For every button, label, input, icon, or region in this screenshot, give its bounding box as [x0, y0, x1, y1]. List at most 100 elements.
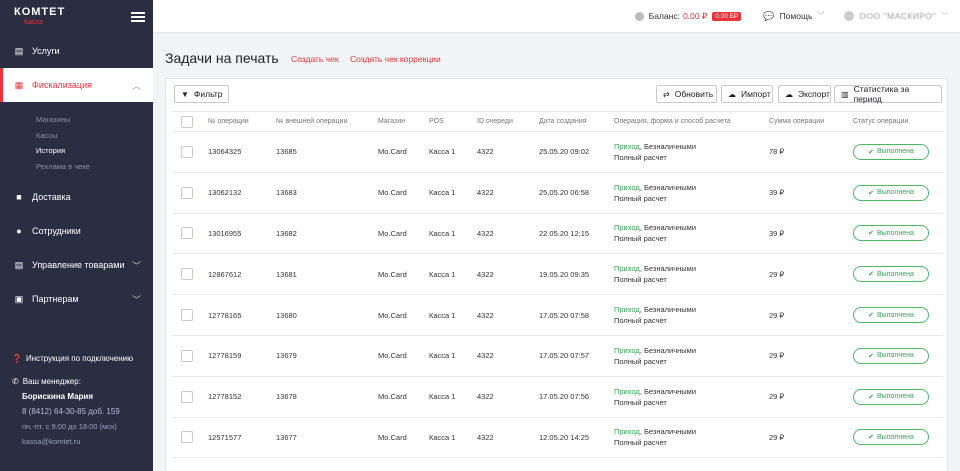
status-badge[interactable]: ✔ Выполнена [853, 388, 929, 405]
chevron-down-icon: ﹀ [817, 13, 825, 20]
stats-button[interactable]: ▥ Статистика за период [834, 84, 942, 104]
payment-method: Полный расчет [614, 438, 667, 448]
row-checkbox[interactable] [181, 309, 193, 322]
created-date: 25.05.20 06:58 [539, 172, 614, 214]
row-checkbox[interactable] [181, 349, 193, 362]
column-header[interactable]: Статус операции [853, 111, 943, 132]
create-correction-link[interactable]: Создать чек коррекции [350, 54, 441, 64]
table-row[interactable]: 12778159 13679 Mo.Card Касса 1 4322 17.05.20 … [172, 335, 943, 377]
check-circle-icon: ✔ [868, 271, 875, 279]
import-button[interactable]: ☁ Импорт [721, 85, 773, 103]
table-row[interactable]: 12867612 13681 Mo.Card Касса 1 4322 19.05.20 … [172, 253, 943, 296]
row-checkbox[interactable] [181, 145, 193, 158]
operation-type: Приход, Безналичными Полный расчет [614, 213, 769, 255]
operation-sum: 29 ₽ [769, 417, 853, 459]
stats-label: Статистика за период [853, 84, 910, 104]
sidebar-subitem-history[interactable]: История [36, 146, 66, 155]
manager-email[interactable]: kassa@komtet.ru [22, 437, 81, 446]
queue-id: 4322 [477, 335, 539, 377]
balance[interactable]: Баланс: 0.00 ₽ 0.00 БР [634, 10, 742, 22]
menu-toggle-icon[interactable] [131, 11, 145, 22]
help-label: Помощь [779, 11, 813, 21]
sidebar-item-partners[interactable]: ▣ Партнерам ﹀ [0, 282, 153, 316]
sidebar-item-fiscalization[interactable]: ▦ Фискализация ︿ [0, 68, 153, 102]
status-badge[interactable]: ✔ Выполнена [853, 307, 929, 324]
operation-type: Приход, Безналичными Полный расчет [614, 417, 769, 459]
status-badge[interactable]: ✔ Выполнена [853, 143, 929, 160]
payment-method: Полный расчет [614, 152, 667, 162]
manager-label: Ваш менеджер: [22, 377, 81, 386]
operation-sum: 39 ₽ [769, 172, 853, 214]
chevron-down-icon: ﹀ [941, 13, 948, 20]
payment-method: Полный расчет [614, 356, 667, 366]
status-badge[interactable]: ✔ Выполнена [853, 266, 929, 283]
balance-label: Баланс: [648, 11, 680, 21]
select-all-checkbox[interactable] [181, 115, 193, 128]
row-checkbox[interactable] [181, 390, 193, 403]
payment-method: Полный расчет [614, 316, 667, 326]
status-label: Выполнена [877, 229, 914, 237]
table-row[interactable]: 12778165 13680 Mo.Card Касса 1 4322 17.05.20 … [172, 294, 943, 336]
status-badge[interactable]: ✔ Выполнена [853, 347, 929, 364]
sidebar-item-delivery[interactable]: ■ Доставка [0, 180, 153, 214]
table-row[interactable]: 12571577 13677 Mo.Card Касса 1 4322 12.05.20 … [172, 417, 943, 459]
status-label: Выполнена [877, 189, 914, 197]
table-row[interactable]: 13016955 13682 Mo.Card Касса 1 4322 22.05.20 … [172, 213, 943, 255]
operation-sum: 78 ₽ [769, 131, 853, 173]
row-checkbox[interactable] [181, 431, 193, 444]
sidebar-subitem-registers[interactable]: Кассы [36, 130, 58, 140]
sidebar-item-employees[interactable]: ● Сотрудники [0, 214, 153, 248]
status-badge[interactable]: ✔ Выполнена [853, 429, 929, 446]
pos-name: Касса 1 [429, 253, 477, 296]
refresh-button[interactable]: ⇄ Обновить [656, 85, 717, 103]
column-header[interactable]: Дата создания [539, 111, 614, 132]
column-header[interactable]: Операция, форма и способ расчета [614, 111, 769, 132]
queue-id: 4322 [477, 417, 539, 459]
sidebar-subitem-receipt-ads[interactable]: Реклама в чеке [36, 161, 90, 171]
refresh-label: Обновить [674, 89, 714, 99]
sidebar-header: КОМТЕТ Касса [0, 0, 153, 33]
external-operation-number: 13682 [276, 213, 378, 255]
help-menu[interactable]: 💬 Помощь ﹀ [763, 11, 824, 22]
column-header[interactable]: Магазин [378, 111, 429, 132]
table-row[interactable]: 13064325 13685 Mo.Card Касса 1 4322 25.05.20 … [172, 131, 943, 173]
sidebar-item-goods[interactable]: ▤ Управление товарами ﹀ [0, 248, 153, 282]
column-header[interactable]: № внешней операции [276, 111, 378, 132]
create-receipt-link[interactable]: Создать чек [291, 54, 339, 64]
status-badge[interactable]: ✔ Выполнена [853, 225, 929, 242]
user-menu[interactable]: ООО "МАСКИРО" ﹀ [844, 11, 948, 21]
column-header[interactable]: POS [429, 111, 477, 132]
external-operation-number: 13677 [276, 417, 378, 459]
logo-text: КОМТЕТ [14, 6, 66, 18]
external-operation-number: 13679 [276, 335, 378, 377]
row-checkbox[interactable] [181, 227, 193, 240]
logo[interactable]: КОМТЕТ Касса [14, 6, 66, 27]
balance-value: 0.00 ₽ [682, 10, 708, 21]
status-badge[interactable]: ✔ Выполнена [853, 184, 929, 201]
filter-button[interactable]: ▼ Фильтр [174, 85, 230, 103]
queue-id: 4322 [477, 253, 539, 296]
row-checkbox[interactable] [181, 186, 193, 199]
column-header[interactable]: ID очереди [477, 111, 539, 132]
external-operation-number: 13683 [276, 172, 378, 214]
manager-hours: пн.-пт. с 9:00 до 18:00 (мск) [22, 422, 117, 431]
shop-name: Mo.Card [378, 294, 429, 336]
sidebar-subitem-shops[interactable]: Магазины [36, 115, 71, 124]
cloud-upload-icon: ☁ [728, 89, 736, 99]
table-row[interactable]: 13062132 13683 Mo.Card Касса 1 4322 25.05.20 … [172, 172, 943, 214]
sidebar-item-services[interactable]: ▤ Услуги [0, 34, 153, 68]
shop-name: Mo.Card [378, 131, 429, 173]
row-checkbox[interactable] [181, 268, 193, 281]
column-header[interactable]: Сумма операции [769, 111, 853, 132]
queue-id: 4322 [477, 213, 539, 255]
instruction-link[interactable]: ❓ Инструкция по подключению [12, 354, 145, 363]
page-title: Задачи на печать [165, 50, 279, 66]
operation-kind: Приход [614, 182, 640, 192]
queue-id: 4322 [477, 172, 539, 214]
pos-name: Касса 1 [429, 417, 477, 459]
table-row[interactable]: 12778152 13678 Mo.Card Касса 1 4322 17.05.20 … [172, 376, 943, 418]
column-header[interactable]: № операции [208, 111, 276, 132]
sidebar-item-label: Сотрудники [32, 226, 81, 236]
manager-phone[interactable]: 8 (8412) 64-30-85 доб. 159 [22, 407, 120, 416]
export-button[interactable]: ☁ Экспорт [778, 85, 831, 103]
